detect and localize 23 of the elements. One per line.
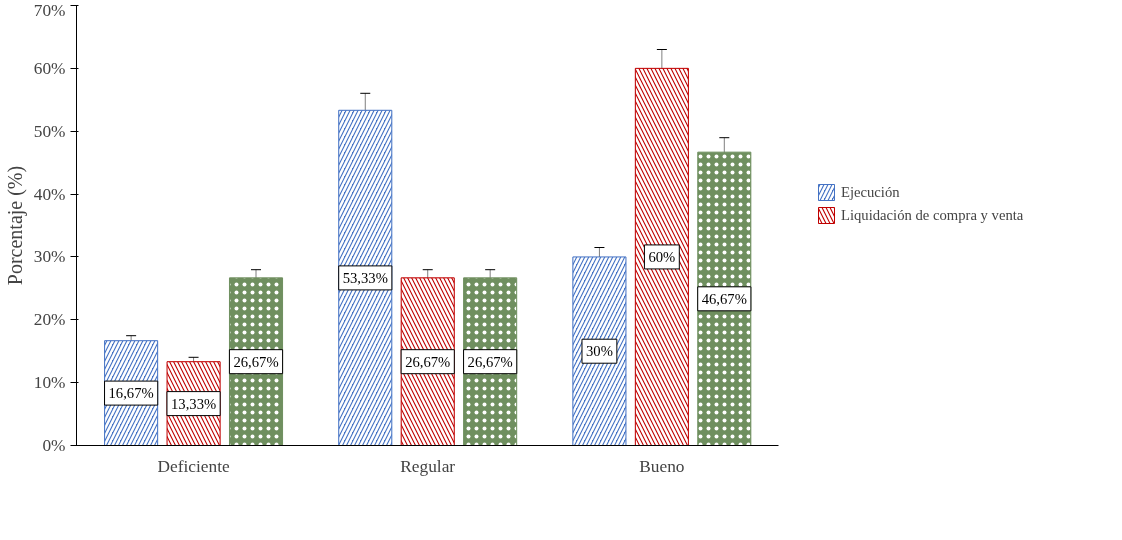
y-tick-label: 40% — [33, 184, 66, 204]
x-tick-label: Bueno — [639, 456, 685, 476]
data-label: 53,33% — [342, 269, 388, 286]
y-tick-label: 10% — [33, 373, 66, 393]
x-tick-label: Deficiente — [157, 456, 230, 476]
data-label: 60% — [648, 248, 676, 265]
data-label: 26,67% — [233, 353, 279, 370]
y-tick-label: 30% — [33, 247, 66, 267]
legend-label: Ejecución — [841, 183, 900, 201]
y-tick-label: 20% — [33, 310, 66, 330]
data-label: 46,67% — [701, 290, 747, 307]
y-tick-label: 0% — [42, 436, 66, 455]
y-tick-label: 60% — [33, 58, 66, 78]
y-tick-label: 50% — [33, 121, 66, 141]
data-label: 30% — [585, 343, 613, 360]
data-label: 16,67% — [108, 385, 154, 402]
x-tick-label: Regular — [400, 456, 456, 476]
legend-label: Liquidación de compra y venta — [841, 206, 1024, 224]
y-tick-label: 70% — [33, 0, 66, 20]
data-label: 26,67% — [467, 353, 513, 370]
data-label: 26,67% — [405, 353, 451, 370]
data-label: 13,33% — [170, 395, 217, 412]
y-axis-title: Porcentaje (%) — [3, 165, 27, 286]
